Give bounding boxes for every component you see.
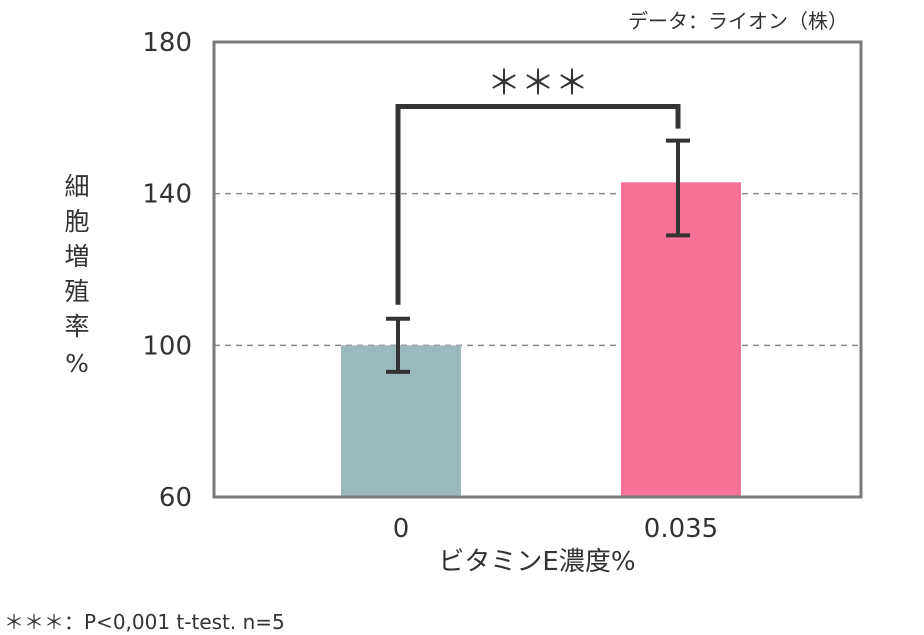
x-category-label: 0 (393, 514, 410, 544)
footnote: ＊＊＊：P<0,001 t-test. n=5 (4, 610, 285, 634)
y-axis-label-char: % (65, 349, 89, 378)
x-category-label: 0.035 (644, 514, 718, 544)
y-tick-label: 140 (142, 180, 192, 210)
bars (341, 182, 741, 497)
y-axis-label-char: 細 (64, 172, 89, 201)
data-source-label: データ：ライオン（株） (628, 9, 848, 33)
error-bars (386, 138, 690, 374)
y-axis-ticks: 60 100 140 180 (142, 28, 192, 513)
y-axis-label-char: 増 (64, 242, 89, 271)
bar (341, 345, 461, 497)
significance-bracket (395, 103, 681, 305)
y-axis-label-char: 率 (64, 312, 89, 341)
y-axis-label-char: 胞 (64, 207, 89, 236)
significance-label: ＊＊＊ (487, 63, 589, 103)
bar (621, 182, 741, 497)
significance-bracket-line (395, 103, 681, 305)
y-axis-label-char: 殖 (64, 277, 89, 306)
x-axis-label: ビタミンE濃度% (438, 547, 635, 577)
y-axis-label: 細 胞 増 殖 率 % (64, 172, 89, 378)
plot-frame (212, 40, 863, 499)
y-tick-label: 100 (142, 331, 192, 361)
gridlines (214, 192, 861, 347)
y-tick-label: 180 (142, 28, 192, 58)
y-tick-label: 60 (159, 483, 192, 513)
x-axis-categories: 0 0.035 (393, 514, 718, 544)
